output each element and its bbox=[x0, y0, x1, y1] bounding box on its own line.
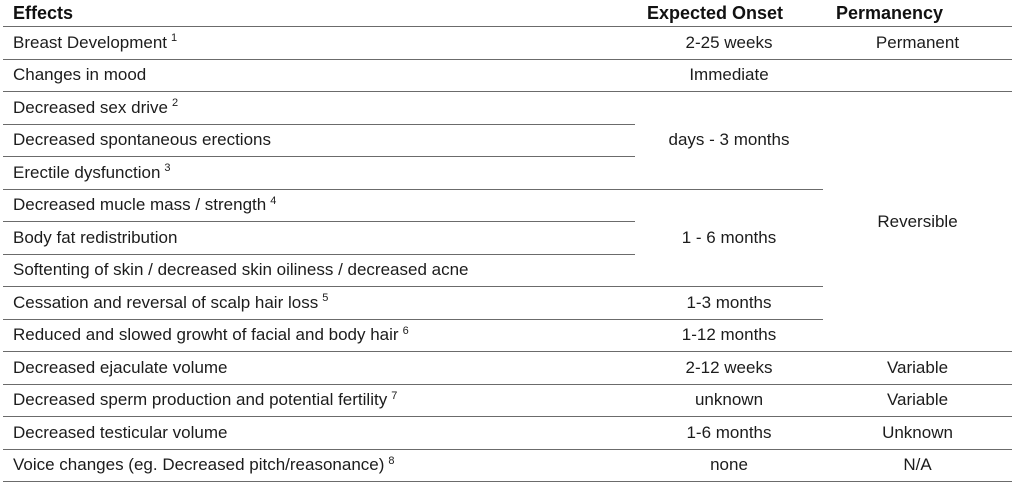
cell-effect: Erectile dysfunction 3 bbox=[3, 156, 635, 190]
cell-onset: 1-12 months bbox=[635, 319, 823, 352]
table-row: Decreased testicular volume 1-6 months Unk… bbox=[3, 416, 1012, 450]
table-row: Body fat redistribution bbox=[3, 221, 1012, 255]
footnote-marker: 3 bbox=[164, 162, 171, 175]
column-header-permanency: Permanency bbox=[823, 0, 1012, 27]
table-row: Decreased sperm production and potential… bbox=[3, 384, 1012, 417]
effects-table-body: Breast Development 1 2-25 weeks Permanent Ch… bbox=[3, 26, 1012, 482]
cell-effect: Decreased sex drive 2 bbox=[3, 91, 635, 125]
table-row: Erectile dysfunction 3 bbox=[3, 156, 1012, 190]
footnote-marker: 1 bbox=[171, 32, 178, 45]
cell-effect: Softenting of skin / decreased skin oili… bbox=[3, 254, 635, 287]
cell-onset: unknown bbox=[635, 384, 823, 417]
cell-onset: Immediate bbox=[635, 59, 823, 92]
cell-text: Decreased spontaneous erections bbox=[13, 130, 271, 150]
cell-effect: Decreased ejaculate volume bbox=[3, 351, 635, 385]
column-header-effects: Effects bbox=[3, 0, 635, 27]
cell-effect: Decreased mucle mass / strength 4 bbox=[3, 189, 635, 222]
cell-onset: days - 3 months bbox=[635, 91, 823, 190]
cell-effect: Decreased sperm production and potential… bbox=[3, 384, 635, 417]
footnote-marker: 8 bbox=[388, 454, 395, 467]
cell-permanency: N/A bbox=[823, 449, 1012, 482]
cell-text: 2-12 weeks bbox=[685, 357, 773, 377]
footnote-marker: 5 bbox=[322, 292, 329, 305]
table-row: Decreased mucle mass / strength 4 1 - 6 mo… bbox=[3, 189, 1012, 287]
cell-effect: Cessation and reversal of scalp hair los… bbox=[3, 286, 635, 320]
cell-text: Body fat redistribution bbox=[13, 227, 178, 247]
cell-text: Changes in mood bbox=[13, 65, 147, 85]
column-header-label: Effects bbox=[13, 2, 74, 23]
cell-text: Decreased mucle mass / strength bbox=[13, 195, 267, 215]
cell-text: Softenting of skin / decreased skin oili… bbox=[13, 260, 469, 280]
cell-permanency: Reversible bbox=[823, 91, 1012, 352]
effects-table: Effects Expected Onset Permanency Breast… bbox=[3, 0, 1012, 482]
footnote-marker: 2 bbox=[171, 97, 179, 110]
cell-onset: none bbox=[635, 449, 823, 482]
cell-text: days - 3 months bbox=[668, 130, 790, 150]
table-row: Decreased ejaculate volume 2-12 weeks Vari… bbox=[3, 351, 1012, 385]
column-header-expected-onset: Expected Onset bbox=[635, 0, 823, 27]
cell-text: N/A bbox=[903, 455, 932, 475]
cell-permanency: Unknown bbox=[823, 416, 1012, 450]
cell-onset: 1-6 months bbox=[635, 416, 823, 450]
cell-effect: Decreased spontaneous erections bbox=[3, 124, 635, 157]
column-header-label: Expected Onset bbox=[646, 2, 784, 23]
cell-text: Decreased sex drive bbox=[13, 97, 168, 117]
cell-text: unknown bbox=[694, 390, 764, 410]
header-row: Effects Expected Onset Permanency bbox=[3, 0, 1012, 27]
cell-effect: Changes in mood bbox=[3, 59, 635, 92]
cell-text: Cessation and reversal of scalp hair los… bbox=[13, 292, 319, 312]
cell-effect: Reduced and slowed growht of facial and … bbox=[3, 319, 635, 352]
cell-text: 1-6 months bbox=[686, 422, 772, 442]
cell-text: Decreased ejaculate volume bbox=[13, 357, 228, 377]
table-row: Decreased spontaneous erections bbox=[3, 124, 1012, 157]
cell-onset: 2-25 weeks bbox=[635, 26, 823, 60]
cell-text: Variable bbox=[886, 390, 949, 410]
footnote-marker: 4 bbox=[270, 194, 277, 207]
cell-permanency: Variable bbox=[823, 351, 1012, 385]
cell-effect: Decreased testicular volume bbox=[3, 416, 635, 450]
cell-text: Immediate bbox=[689, 65, 769, 85]
cell-text: 2-25 weeks bbox=[685, 32, 773, 52]
table-row: Softenting of skin / decreased skin oili… bbox=[3, 254, 1012, 287]
table-row: Reduced and slowed growht of facial and … bbox=[3, 319, 1012, 352]
table-row: Voice changes (eg. Decreased pitch/reaso… bbox=[3, 449, 1012, 482]
table-row: Cessation and reversal of scalp hair los… bbox=[3, 286, 1012, 320]
cell-text: Permanent bbox=[875, 32, 960, 52]
cell-onset: 2-12 weeks bbox=[635, 351, 823, 385]
cell-effect: Voice changes (eg. Decreased pitch/reaso… bbox=[3, 449, 635, 482]
cell-text: Erectile dysfunction bbox=[13, 162, 161, 182]
cell-text: Decreased testicular volume bbox=[13, 422, 228, 442]
cell-text: Variable bbox=[886, 357, 949, 377]
footnote-marker: 7 bbox=[391, 389, 398, 402]
cell-text: 1-12 months bbox=[681, 325, 777, 345]
cell-onset: 1-3 months bbox=[635, 286, 823, 320]
cell-text: Decreased sperm production and potential… bbox=[13, 390, 388, 410]
table-row: Changes in mood Immediate bbox=[3, 59, 1012, 92]
table-row: Decreased sex drive 2 days - 3 months Rever… bbox=[3, 91, 1012, 352]
cell-text: Unknown bbox=[882, 422, 953, 442]
cell-text: none bbox=[710, 455, 748, 475]
cell-text: Reduced and slowed growht of facial and … bbox=[13, 325, 399, 345]
table-row: Breast Development 1 2-25 weeks Permanent bbox=[3, 26, 1012, 60]
cell-text: 1 - 6 months bbox=[681, 227, 777, 247]
cell-text: 1-3 months bbox=[686, 292, 772, 312]
cell-permanency: Permanent bbox=[823, 26, 1012, 60]
cell-effect: Body fat redistribution bbox=[3, 221, 635, 255]
cell-effect: Breast Development 1 bbox=[3, 26, 635, 60]
cell-text: Breast Development bbox=[13, 32, 168, 52]
cell-permanency bbox=[823, 59, 1012, 92]
cell-text: Voice changes (eg. Decreased pitch/reaso… bbox=[13, 455, 385, 475]
cell-text: Reversible bbox=[877, 211, 958, 231]
cell-onset: 1 - 6 months bbox=[635, 189, 823, 287]
cell-permanency: Variable bbox=[823, 384, 1012, 417]
footnote-marker: 6 bbox=[402, 324, 409, 337]
column-header-label: Permanency bbox=[835, 2, 944, 23]
